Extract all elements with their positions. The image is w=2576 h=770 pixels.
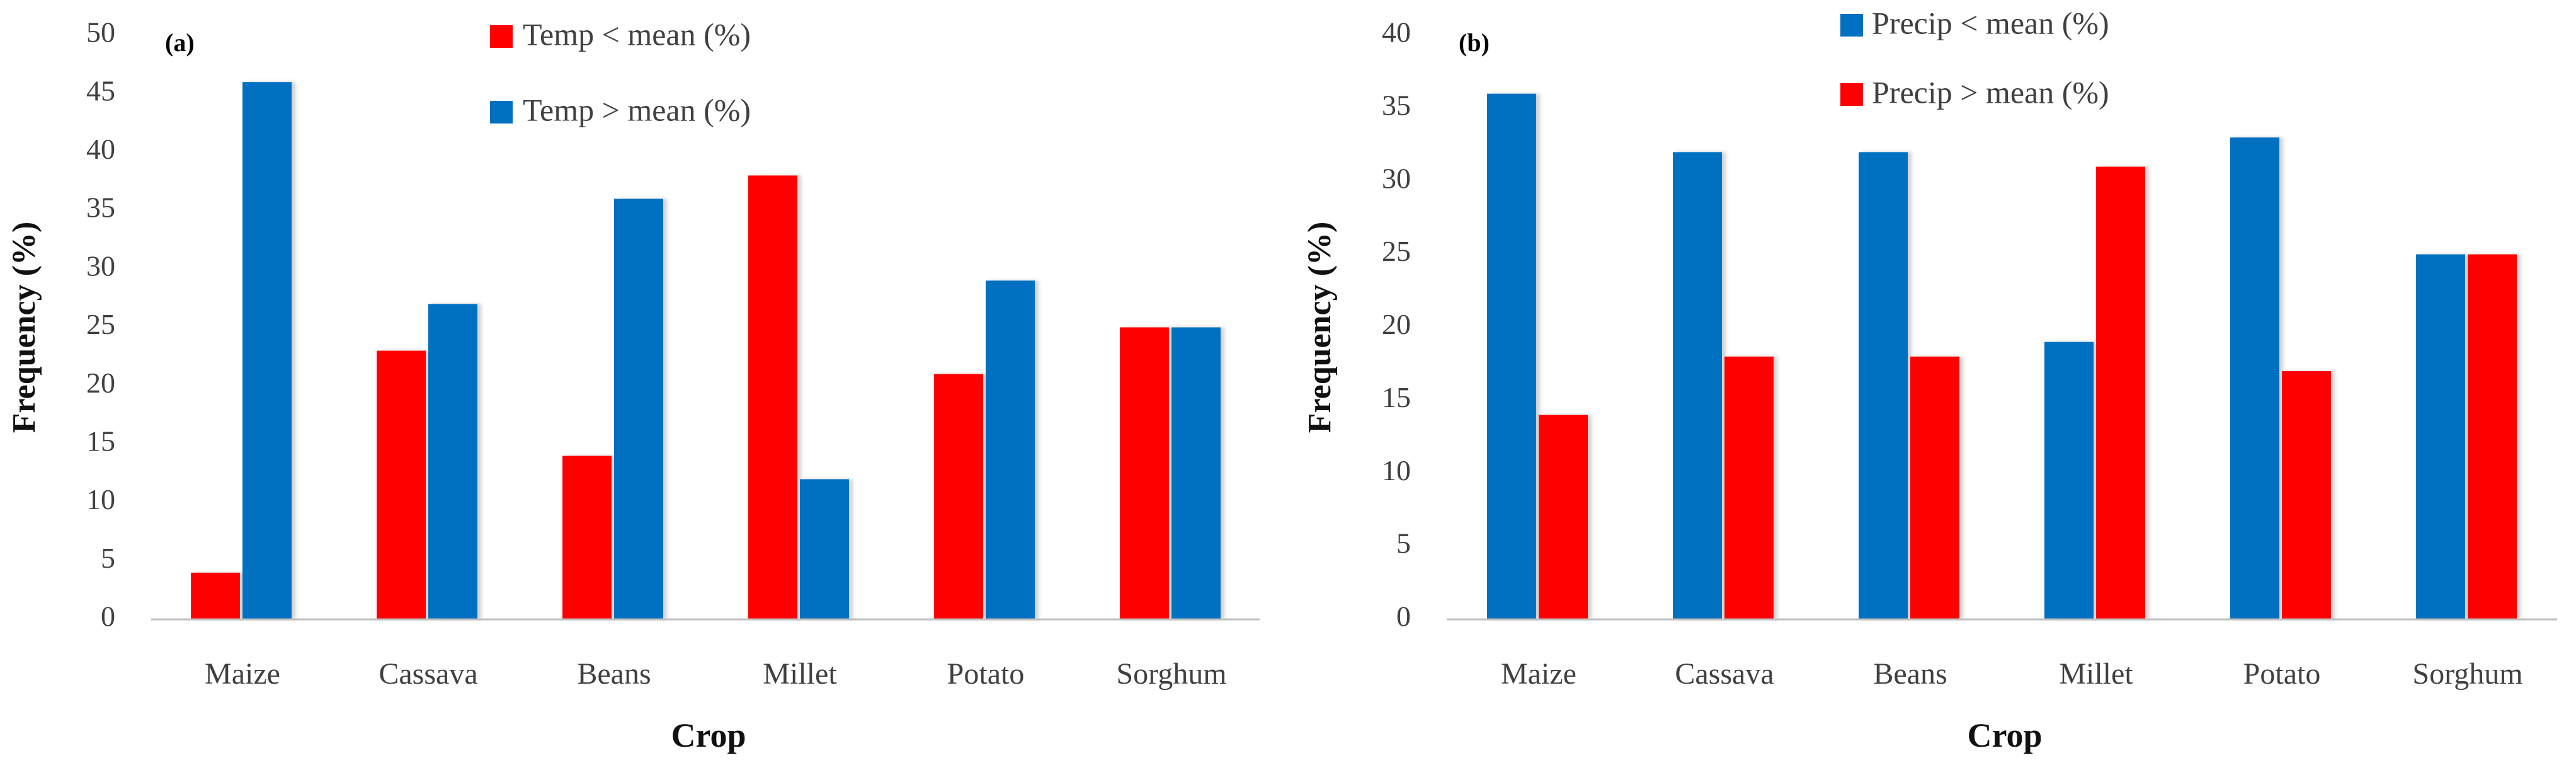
y-tick-label: 10 [1382,454,1411,486]
y-tick-label: 0 [101,600,115,633]
y-tick-label: 25 [1382,235,1411,267]
y-tick-label: 50 [86,16,115,49]
y-tick-label: 35 [86,192,115,224]
bar-beans-series-2 [1910,356,1959,619]
bar-beans-series-1 [562,456,612,619]
legend-swatch [490,101,513,124]
bar-potato-series-2 [986,280,1035,620]
bar-potato-series-2 [2282,371,2331,619]
y-tick-label: 45 [86,74,115,106]
bar-millet-series-1 [748,175,797,620]
y-axis-title: Frequency (%) [6,222,42,434]
legend-swatch [490,25,513,48]
x-category-label: Potato [2243,657,2321,691]
bar-beans-series-1 [1859,152,1908,619]
bar-potato-series-1 [934,374,983,619]
x-category-label: Potato [947,657,1025,691]
bar-maize-series-1 [191,572,240,619]
bar-cassava-series-2 [428,304,477,619]
legend-label: Temp > mean (%) [523,92,751,127]
y-tick-label: 25 [86,308,115,340]
legend-label: Precip < mean (%) [1872,5,2109,40]
y-tick-label: 20 [1382,308,1411,340]
x-axis-title: Crop [671,716,746,754]
bar-cassava-series-1 [377,350,426,619]
panel-label: (b) [1459,28,1490,57]
x-category-label: Beans [577,657,651,691]
bar-maize-series-1 [1487,93,1536,619]
bar-sorghum-series-2 [1171,327,1221,619]
x-category-label: Cassava [1675,657,1774,691]
bar-millet-series-2 [800,479,849,619]
x-category-label: Maize [1501,657,1576,691]
bar-maize-series-2 [1539,415,1588,619]
chart-panel-b: (b) 0 5 10 15 20 25 30 35 40 Maize Cassava Beans Mill… [1302,5,2557,754]
legend-label: Precip > mean (%) [1872,74,2109,110]
x-axis-title: Crop [1967,716,2042,754]
y-tick-label: 10 [86,483,115,515]
y-tick-label: 35 [1382,89,1411,121]
x-category-label: Cassava [379,657,477,691]
x-category-label: Beans [1873,657,1947,691]
bar-millet-series-2 [2096,166,2145,619]
y-tick-label: 30 [86,250,115,282]
y-tick-label: 40 [86,133,115,165]
bar-sorghum-series-1 [2416,254,2465,619]
x-category-label: Millet [2059,657,2133,691]
bar-potato-series-1 [2230,137,2279,620]
bar-sorghum-series-2 [2468,254,2517,619]
y-tick-label: 15 [86,425,115,457]
x-category-label: Maize [205,657,280,691]
y-tick-label: 30 [1382,162,1411,194]
y-tick-label: 40 [1382,16,1411,49]
bar-maize-series-2 [242,82,292,619]
y-tick-label: 5 [1396,527,1411,560]
chart-panel-a: (a) 0 5 10 15 20 25 30 35 40 45 50 Maize Cassava Beans… [6,16,1260,754]
x-category-label: Sorghum [2412,657,2522,691]
bar-millet-series-1 [2044,342,2094,619]
y-tick-label: 15 [1382,381,1411,413]
y-tick-label: 5 [101,542,115,574]
y-tick-label: 0 [1396,600,1411,633]
x-category-label: Sorghum [1116,657,1226,691]
x-category-label: Millet [763,657,837,691]
y-tick-label: 20 [86,367,115,399]
bar-cassava-series-1 [1673,152,1722,619]
bar-cassava-series-2 [1724,356,1774,619]
legend-swatch [1840,14,1863,37]
bar-sorghum-series-1 [1120,327,1169,619]
bar-beans-series-2 [614,198,663,619]
legend-label: Temp < mean (%) [523,16,751,52]
y-axis-title: Frequency (%) [1302,222,1338,434]
legend-swatch [1840,83,1863,106]
panel-label: (a) [165,28,195,57]
